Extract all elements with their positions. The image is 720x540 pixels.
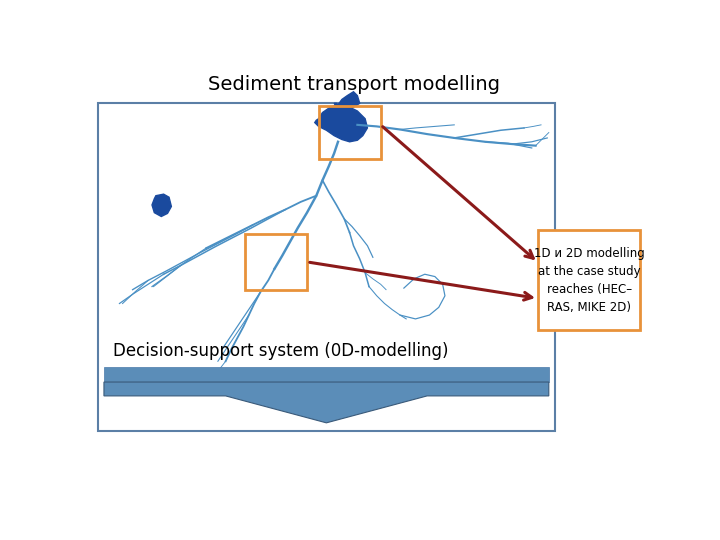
Bar — [98, 103, 555, 430]
Bar — [319, 106, 381, 159]
Polygon shape — [334, 92, 360, 110]
Text: Decision-support system (0D-modelling): Decision-support system (0D-modelling) — [113, 342, 449, 360]
Polygon shape — [152, 194, 171, 217]
Text: 1D и 2D modelling
at the case study
reaches (HEC–
RAS, MIKE 2D): 1D и 2D modelling at the case study reac… — [534, 247, 644, 314]
Text: Sediment transport modelling: Sediment transport modelling — [207, 75, 500, 93]
Polygon shape — [104, 382, 549, 423]
Bar — [245, 234, 307, 289]
Bar — [104, 367, 549, 382]
Bar — [538, 231, 640, 330]
Polygon shape — [315, 105, 367, 142]
